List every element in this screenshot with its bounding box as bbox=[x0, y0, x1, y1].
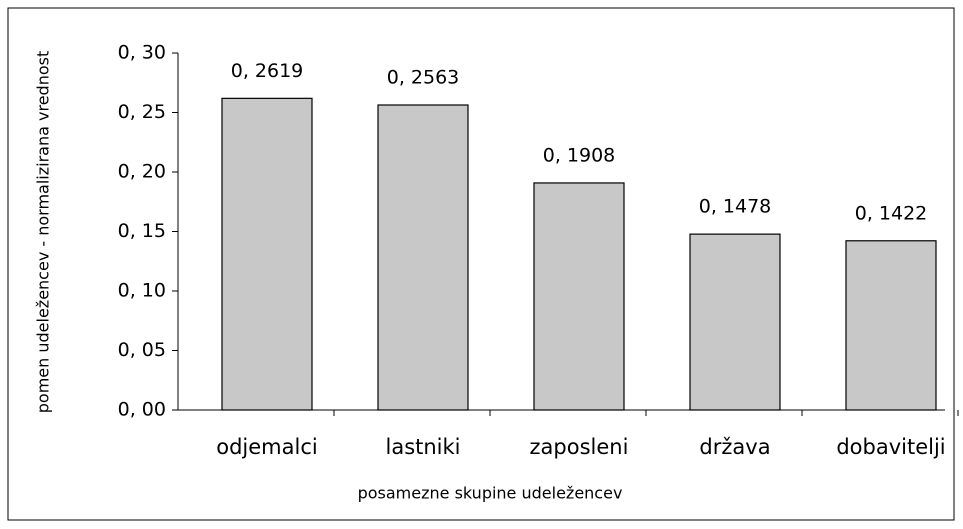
y-tick-label: 0, 20 bbox=[118, 161, 166, 183]
bar bbox=[377, 104, 469, 411]
x-axis-title: posamezne skupine udeležencev bbox=[358, 484, 623, 503]
y-tick-label: 0, 00 bbox=[118, 399, 166, 421]
value-label: 0, 2563 bbox=[387, 67, 460, 89]
value-label: 0, 1908 bbox=[543, 144, 616, 166]
value-label: 0, 2619 bbox=[231, 60, 304, 82]
bar bbox=[845, 240, 937, 411]
x-tick-label: država bbox=[699, 435, 770, 459]
y-tick-label: 0, 05 bbox=[118, 339, 166, 361]
value-label: 0, 1478 bbox=[699, 196, 772, 218]
y-axis-title: pomen udeležencev - normalizirana vredno… bbox=[34, 51, 53, 413]
y-tick-label: 0, 30 bbox=[118, 42, 166, 64]
x-tick-label: odjemalci bbox=[216, 435, 317, 459]
x-tick-label: dobavitelji bbox=[836, 435, 945, 459]
x-tick-label: zaposleni bbox=[530, 435, 629, 459]
value-label: 0, 1422 bbox=[855, 202, 928, 224]
bar bbox=[689, 233, 781, 411]
y-tick-label: 0, 25 bbox=[118, 101, 166, 123]
y-tick-label: 0, 15 bbox=[118, 220, 166, 242]
chart-frame bbox=[7, 7, 955, 521]
y-tick-label: 0, 10 bbox=[118, 280, 166, 302]
bar bbox=[221, 97, 313, 411]
x-tick-label: lastniki bbox=[385, 435, 460, 459]
bar bbox=[533, 182, 625, 411]
